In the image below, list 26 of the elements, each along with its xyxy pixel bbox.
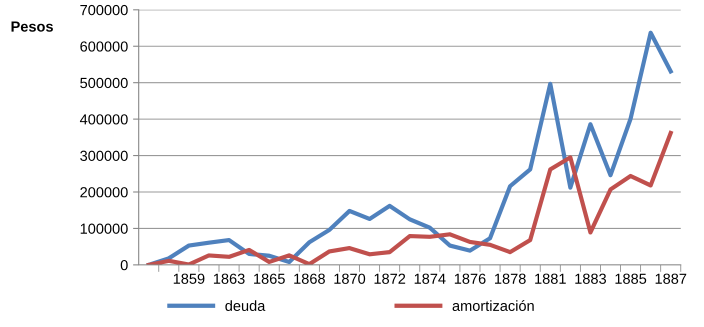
x-tick-label: 1859 — [174, 274, 204, 284]
x-tick-label: 1874 — [414, 274, 446, 284]
line-series — [146, 30, 673, 265]
y-tick-label: 600000 — [80, 41, 128, 52]
x-tick-label: 1863 — [214, 274, 245, 284]
y-axis-title: Pesos — [12, 22, 53, 32]
y-tick-label: 400000 — [80, 114, 128, 125]
x-tick-label: 1885 — [615, 274, 646, 284]
y-tick-label: 200000 — [80, 187, 128, 198]
legend-label: deuda — [225, 300, 266, 311]
y-tick-label: 500000 — [80, 78, 128, 88]
line-series — [146, 130, 673, 265]
y-tick-label: 700000 — [80, 4, 128, 16]
y-tick-label: 100000 — [80, 224, 128, 234]
y-tick-label: 0 — [120, 260, 128, 270]
x-tick-label: 1876 — [454, 274, 486, 284]
x-tick-label: 1868 — [294, 274, 325, 284]
x-tick-label: 1870 — [334, 274, 366, 284]
x-tick-label: 1878 — [495, 274, 526, 284]
x-tick-label: 1865 — [254, 274, 285, 284]
x-tick-label: 1881 — [535, 274, 566, 284]
x-tick-label: 1872 — [374, 274, 406, 284]
y-tick-label: 300000 — [80, 150, 128, 161]
legend-label: amortización — [452, 300, 534, 311]
x-tick-label: 1887 — [656, 274, 686, 284]
x-tick-label: 1883 — [575, 274, 606, 284]
